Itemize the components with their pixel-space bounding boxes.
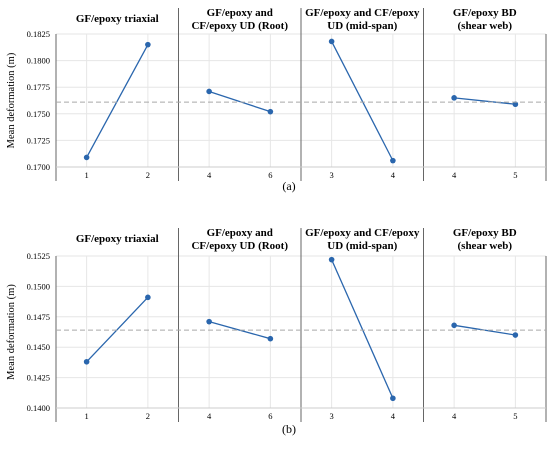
x-tick-label: 6	[268, 170, 272, 180]
x-tick-label: 1	[85, 411, 89, 421]
panel-title: UD (mid-span)	[327, 240, 397, 252]
x-tick-label: 4	[207, 170, 212, 180]
chart-b: 0.1400 0.1425 0.1450 0.1475 0.1500 0.1525 Mean…	[6, 227, 547, 436]
x-tick-label: 2	[146, 170, 150, 180]
x-tick-label: 4	[391, 411, 396, 421]
x-tick-label: 1	[85, 170, 89, 180]
data-point	[512, 332, 519, 338]
series-line	[454, 97, 516, 105]
y-tick-label: 0.1450	[27, 342, 50, 352]
figure-caption: (b)	[282, 422, 296, 436]
data-point	[390, 157, 396, 164]
series-line	[86, 44, 149, 158]
x-tick-label: 4	[391, 170, 396, 180]
panel-title: GF/epoxy and CF/epoxy	[305, 7, 420, 19]
figure-caption: (a)	[282, 179, 295, 193]
data-point	[512, 101, 519, 108]
panel-title: GF/epoxy and	[207, 227, 273, 239]
chart-a: 0.1700 0.1725 0.1750 0.1775 0.1800 0.1825 Mean…	[6, 7, 547, 193]
data-point	[145, 41, 151, 48]
y-axis-label: Mean deformation (m)	[6, 52, 17, 148]
data-point	[328, 256, 335, 263]
panel-title: CF/epoxy UD (Root)	[191, 20, 288, 32]
x-tick-label: 5	[513, 411, 517, 421]
x-tick-label: 3	[330, 170, 334, 180]
data-point	[451, 322, 457, 329]
x-tick-label: 4	[452, 170, 457, 180]
panel-title: (shear web)	[458, 20, 513, 32]
y-tick-label: 0.1825	[27, 29, 50, 39]
data-point	[83, 358, 90, 365]
data-point	[206, 318, 212, 325]
data-point	[390, 395, 396, 402]
panel-title: GF/epoxy triaxial	[76, 13, 159, 25]
x-tick-label: 2	[146, 411, 150, 421]
y-tick-label: 0.1425	[27, 373, 50, 383]
x-tick-label: 5	[513, 170, 517, 180]
y-tick-label: 0.1750	[27, 109, 50, 119]
panel-title: GF/epoxy BD	[453, 227, 517, 239]
series-line	[208, 90, 271, 113]
y-tick-label: 0.1475	[27, 312, 50, 322]
y-tick-label: 0.1775	[27, 82, 50, 92]
panel-title: GF/epoxy and CF/epoxy	[305, 227, 420, 239]
panel-title: GF/epoxy triaxial	[76, 233, 159, 245]
data-point	[206, 88, 212, 95]
series-line	[331, 41, 394, 161]
panel-title: GF/epoxy BD	[453, 7, 517, 19]
data-point	[267, 335, 274, 342]
x-tick-label: 4	[207, 411, 212, 421]
y-tick-label: 0.1525	[27, 251, 50, 261]
series-line	[208, 321, 271, 340]
data-point	[83, 154, 90, 161]
y-tick-label: 0.1800	[27, 56, 50, 66]
data-point	[328, 38, 335, 45]
y-tick-label: 0.1500	[27, 281, 50, 291]
y-tick-label: 0.1400	[27, 403, 50, 413]
series-line	[331, 259, 394, 399]
panel-title: GF/epoxy and	[207, 7, 273, 19]
data-point	[145, 294, 151, 301]
panel-title: CF/epoxy UD (Root)	[191, 240, 288, 252]
y-tick-label: 0.1700	[27, 162, 50, 172]
data-point	[267, 108, 274, 115]
x-tick-label: 4	[452, 411, 457, 421]
panel-title: (shear web)	[458, 240, 513, 252]
series-line	[86, 296, 149, 363]
data-point	[451, 95, 457, 101]
x-tick-label: 6	[268, 411, 272, 421]
panel-title: UD (mid-span)	[327, 20, 397, 32]
x-tick-label: 3	[330, 411, 334, 421]
y-axis-label: Mean deformation (m)	[6, 284, 17, 380]
y-tick-label: 0.1725	[27, 135, 50, 145]
